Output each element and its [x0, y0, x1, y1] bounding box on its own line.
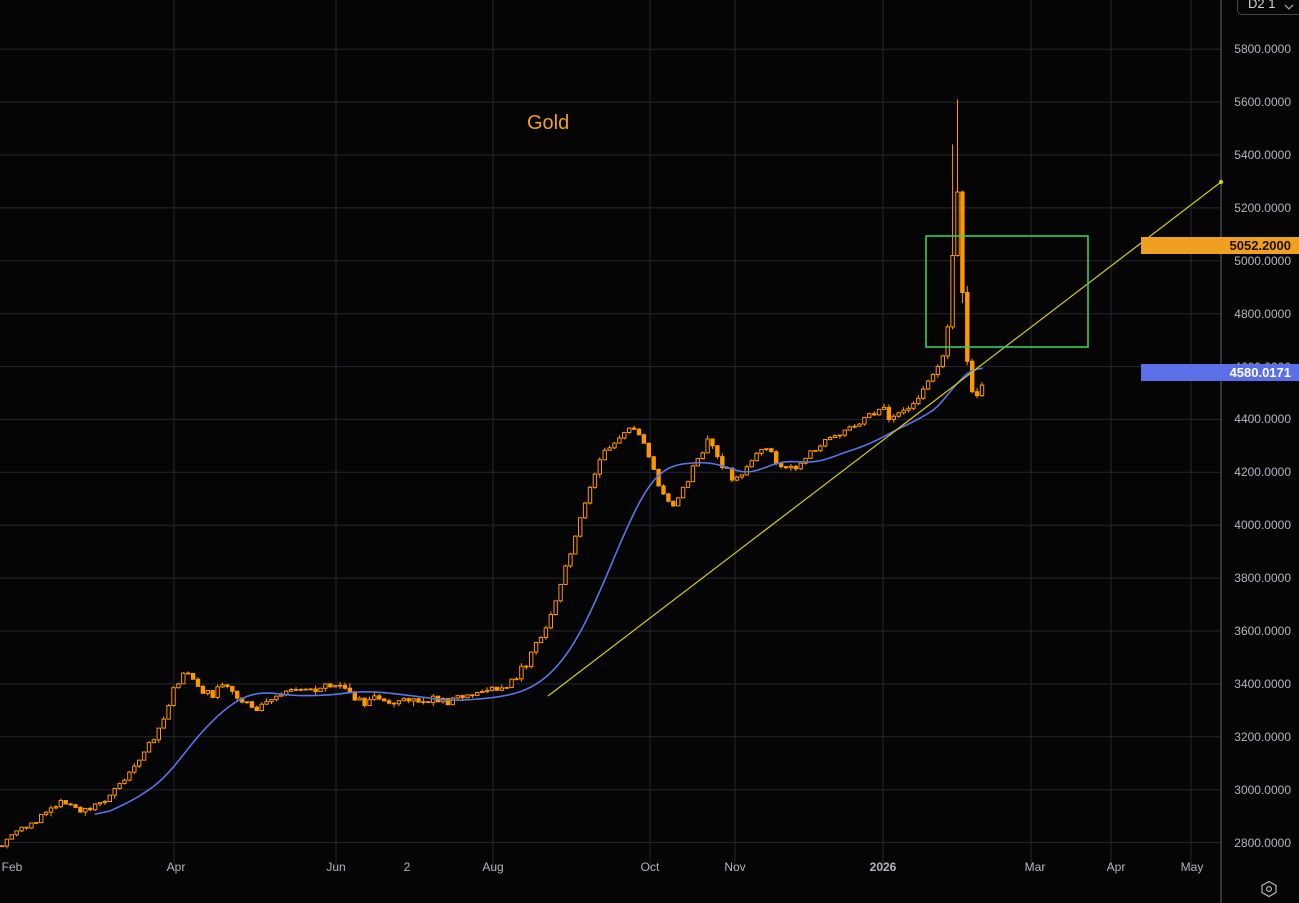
svg-text:Gold: Gold	[527, 112, 569, 134]
